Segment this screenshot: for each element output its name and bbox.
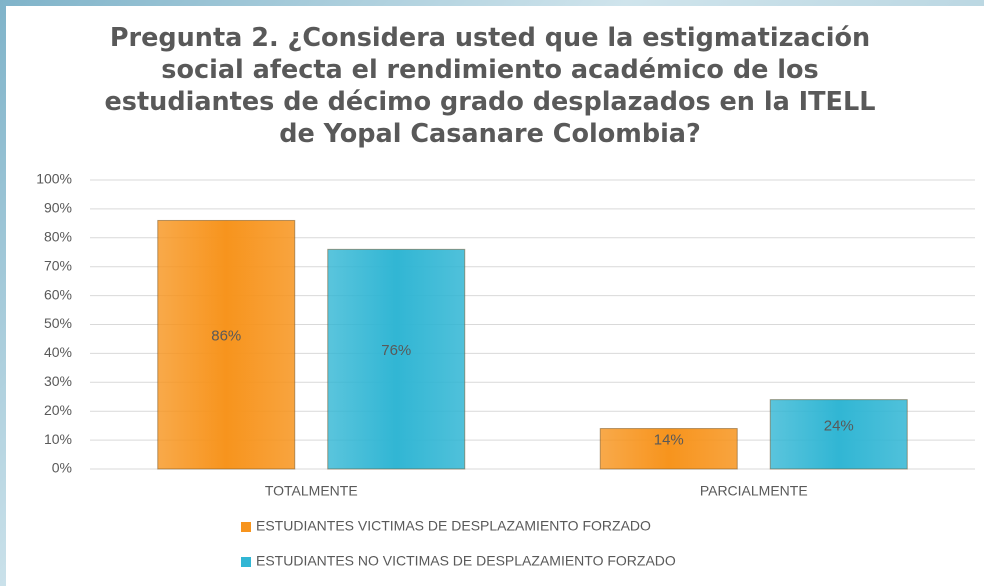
value-label: 14% — [654, 432, 684, 449]
y-tick-label: 80% — [44, 229, 72, 245]
bar — [769, 399, 908, 470]
y-tick-label: 60% — [44, 286, 72, 302]
x-tick-label: PARCIALMENTE — [700, 483, 808, 499]
y-tick-label: 50% — [44, 315, 72, 331]
y-tick-label: 90% — [44, 200, 72, 216]
legend-marker — [241, 522, 251, 532]
chart-title: Pregunta 2. ¿Considera usted que la esti… — [104, 23, 876, 149]
y-tick-label: 40% — [44, 344, 72, 360]
y-tick-label: 10% — [44, 431, 72, 447]
x-tick-label: TOTALMENTE — [265, 483, 358, 499]
legend-marker — [241, 557, 251, 567]
y-tick-label: 0% — [52, 460, 72, 476]
bar — [599, 428, 738, 470]
bar — [327, 248, 466, 470]
bar — [157, 219, 296, 470]
legend-label: ESTUDIANTES NO VICTIMAS DE DESPLAZAMIENT… — [256, 553, 676, 569]
value-label: 24% — [824, 417, 854, 434]
value-label: 86% — [211, 328, 241, 345]
y-tick-label: 30% — [44, 373, 72, 389]
y-tick-label: 70% — [44, 257, 72, 273]
y-tick-label: 100% — [36, 171, 72, 187]
value-label: 76% — [381, 342, 411, 359]
legend-label: ESTUDIANTES VICTIMAS DE DESPLAZAMIENTO F… — [256, 518, 651, 534]
y-tick-label: 20% — [44, 402, 72, 418]
